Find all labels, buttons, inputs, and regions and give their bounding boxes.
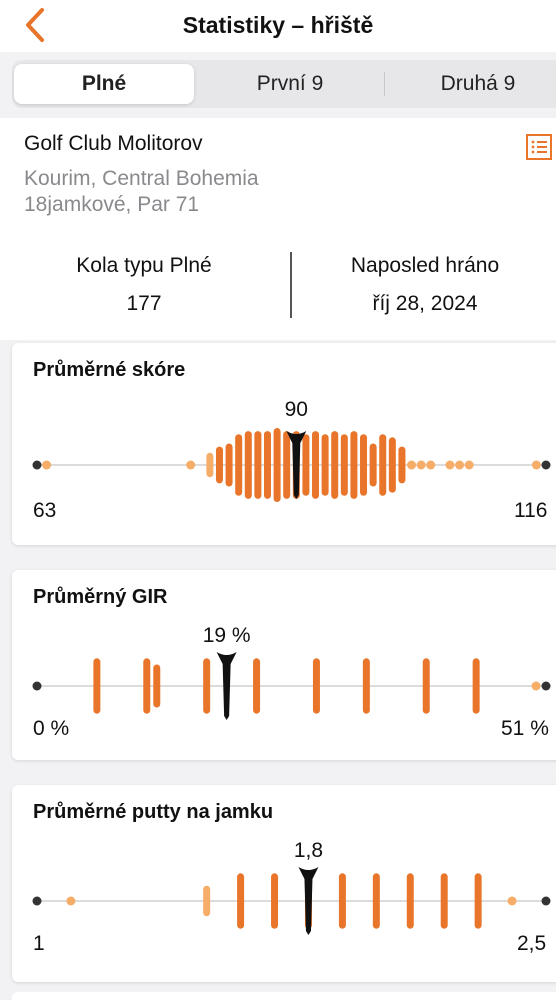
segment-divider — [384, 72, 385, 96]
dist-bar — [237, 873, 245, 929]
tee-icon — [216, 652, 237, 720]
dist-bar — [273, 428, 281, 502]
dist-dot — [464, 460, 474, 470]
dist-bar — [283, 431, 291, 499]
dist-dot — [507, 896, 517, 906]
tab-full[interactable]: Plné — [14, 64, 194, 104]
dist-dot — [186, 460, 196, 470]
dist-bar — [271, 873, 279, 929]
page-title: Statistiky – hřiště — [182, 12, 374, 38]
chevron-left-icon — [26, 8, 44, 42]
min-dot — [32, 896, 42, 906]
avg-value-label: 90 — [284, 398, 308, 421]
dist-dot — [455, 460, 465, 470]
avg-putts-distribution — [32, 867, 551, 935]
dist-bar — [372, 873, 380, 929]
dist-dot — [531, 460, 541, 470]
dist-bar — [406, 873, 414, 929]
dist-bar — [206, 452, 214, 478]
dist-bar — [253, 658, 261, 714]
nav-bar: Statistiky – hřiště — [0, 0, 556, 52]
avg-gir-card[interactable]: Průměrný GIR 19 % 0 % 51 % — [12, 570, 556, 760]
dist-dot — [426, 460, 436, 470]
dist-bar — [360, 434, 368, 496]
avg-score-distribution — [32, 428, 551, 502]
course-name: Golf Club Molitorov — [24, 132, 203, 155]
max-dot — [541, 460, 551, 470]
avg-putts-card[interactable]: Průměrné putty na jamku 1,8 1 2,5 — [12, 785, 556, 982]
dist-bar — [388, 437, 396, 493]
card-title: Průměrný GIR — [33, 586, 168, 608]
dist-dot — [407, 460, 417, 470]
max-label: 116 — [514, 499, 548, 522]
dist-bar — [263, 431, 271, 499]
dist-bar — [203, 658, 211, 714]
dist-bar — [340, 434, 348, 496]
dist-dot — [42, 460, 52, 470]
dist-bar — [474, 873, 482, 929]
min-label: 63 — [33, 499, 57, 522]
min-label: 0 % — [33, 717, 70, 740]
dist-bar — [302, 434, 310, 496]
last-played-label: Naposled hráno — [350, 254, 500, 277]
dist-dot — [531, 681, 541, 691]
last-played-value: říj 28, 2024 — [372, 292, 478, 315]
avg-gir-distribution — [32, 652, 551, 720]
dist-bar — [215, 446, 223, 484]
dist-bar — [350, 431, 358, 499]
min-dot — [32, 460, 42, 470]
max-label: 2,5 — [517, 932, 547, 955]
dist-bar — [153, 664, 161, 708]
rounds-stat: Kola typu Plné 177 — [6, 254, 282, 316]
min-label: 1 — [33, 932, 45, 955]
tab-back-nine[interactable]: Druhá 9 — [440, 72, 516, 95]
max-dot — [541, 896, 551, 906]
dist-bar — [321, 434, 329, 496]
round-type-segment: Plné První 9 Druhá 9 — [12, 60, 556, 108]
dist-bar — [398, 446, 406, 484]
dist-bar — [254, 431, 262, 499]
card-title: Průměrné putty na jamku — [33, 801, 274, 823]
list-icon[interactable] — [526, 134, 552, 160]
dist-bar — [143, 658, 151, 714]
dist-bar — [225, 443, 233, 487]
last-played-stat: Naposled hráno říj 28, 2024 — [287, 254, 556, 316]
dist-bar — [331, 431, 339, 499]
tee-icon — [298, 867, 319, 935]
dist-bar — [369, 443, 377, 487]
dist-bar — [379, 434, 387, 496]
tee-icon — [286, 431, 307, 499]
dist-bar — [440, 873, 448, 929]
max-label: 51 % — [501, 717, 549, 740]
dist-bar — [203, 885, 211, 917]
back-button[interactable] — [22, 6, 52, 44]
dist-bar — [338, 873, 346, 929]
course-location: Kourim, Central Bohemia — [24, 167, 259, 190]
dist-bar — [235, 434, 243, 496]
next-card-edge — [12, 992, 556, 1000]
avg-score-card[interactable]: Průměrné skóre 90 63 116 — [12, 343, 556, 545]
card-title: Průměrné skóre — [33, 359, 186, 381]
max-dot — [541, 681, 551, 691]
stat-divider — [290, 252, 292, 318]
dist-bar — [362, 658, 370, 714]
dist-bar — [422, 658, 430, 714]
course-details: 18jamkové, Par 71 — [24, 193, 200, 216]
dist-dot — [66, 896, 76, 906]
dist-dot — [416, 460, 426, 470]
dist-bar — [472, 658, 480, 714]
rounds-label: Kola typu Plné — [76, 254, 212, 277]
rounds-value: 177 — [126, 292, 162, 315]
course-info: Golf Club Molitorov Kourim, Central Bohe… — [0, 118, 556, 340]
tab-front-nine[interactable]: První 9 — [256, 72, 324, 95]
min-dot — [32, 681, 42, 691]
dist-dot — [445, 460, 455, 470]
dist-bar — [244, 431, 252, 499]
dist-bar — [93, 658, 101, 714]
dist-bar — [312, 431, 320, 499]
avg-value-label: 1,8 — [293, 839, 324, 862]
dist-bar — [312, 658, 320, 714]
avg-value-label: 19 % — [202, 624, 251, 647]
